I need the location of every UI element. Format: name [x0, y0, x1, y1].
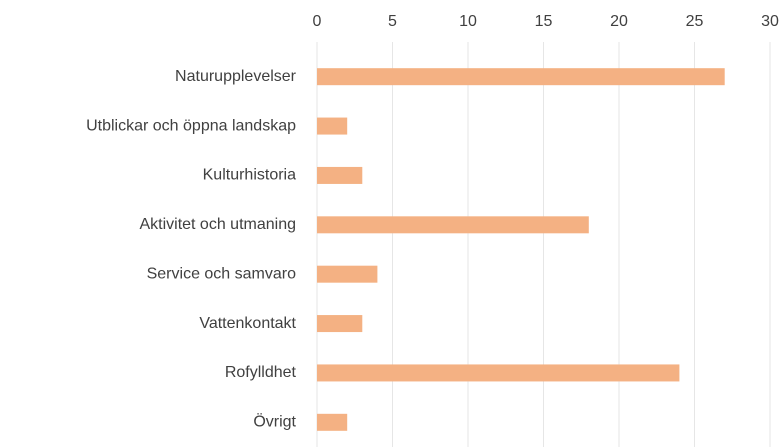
y-tick-label: Aktivitet och utmaning — [139, 216, 296, 233]
bar — [317, 413, 348, 431]
y-tick-label: Kulturhistoria — [203, 167, 296, 184]
x-tick-label: 15 — [535, 13, 553, 30]
x-tick-label: 5 — [388, 13, 397, 30]
x-tick-label: 30 — [761, 13, 779, 30]
x-tick-label: 25 — [686, 13, 704, 30]
bar — [317, 265, 378, 283]
y-tick-label: Service och samvaro — [147, 265, 296, 282]
y-tick-label: Rofylldhet — [225, 364, 297, 381]
bar — [317, 315, 363, 333]
x-tick-label: 10 — [459, 13, 477, 30]
y-tick-label: Vattenkontakt — [199, 315, 296, 332]
bar — [317, 166, 363, 184]
bar — [317, 364, 680, 382]
x-tick-label: 0 — [313, 13, 322, 30]
x-tick-label: 20 — [610, 13, 628, 30]
y-tick-label: Utblickar och öppna landskap — [86, 117, 296, 134]
bar — [317, 117, 348, 135]
bar — [317, 68, 725, 86]
bar — [317, 216, 589, 234]
y-tick-label: Naturupplevelser — [175, 68, 297, 85]
y-tick-label: Övrigt — [253, 413, 296, 431]
